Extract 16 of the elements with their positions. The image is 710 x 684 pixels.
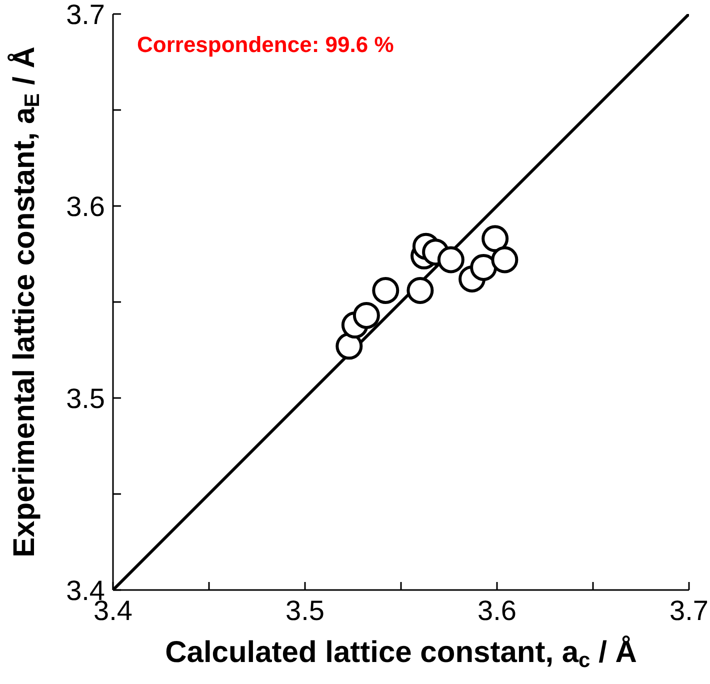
x-axis-title: Calculated lattice constant, a$_{c}$ / Å [165,635,637,672]
y-tick-label: 3.7 [66,0,105,30]
point [336,332,363,360]
annotation: Correspondence: 99.6 % [137,32,394,58]
point [482,225,509,252]
point [406,276,434,304]
point [437,246,464,274]
x-tick-label: 3.5 [286,594,324,626]
point [470,254,498,281]
y-tick-label: 3.5 [66,382,105,414]
point [372,276,400,304]
y-tick-label: 3.6 [66,190,105,222]
x-tick-label: 3.6 [478,594,516,626]
x-tick-label: 3.7 [670,594,708,626]
point [352,302,380,329]
point [491,246,518,274]
